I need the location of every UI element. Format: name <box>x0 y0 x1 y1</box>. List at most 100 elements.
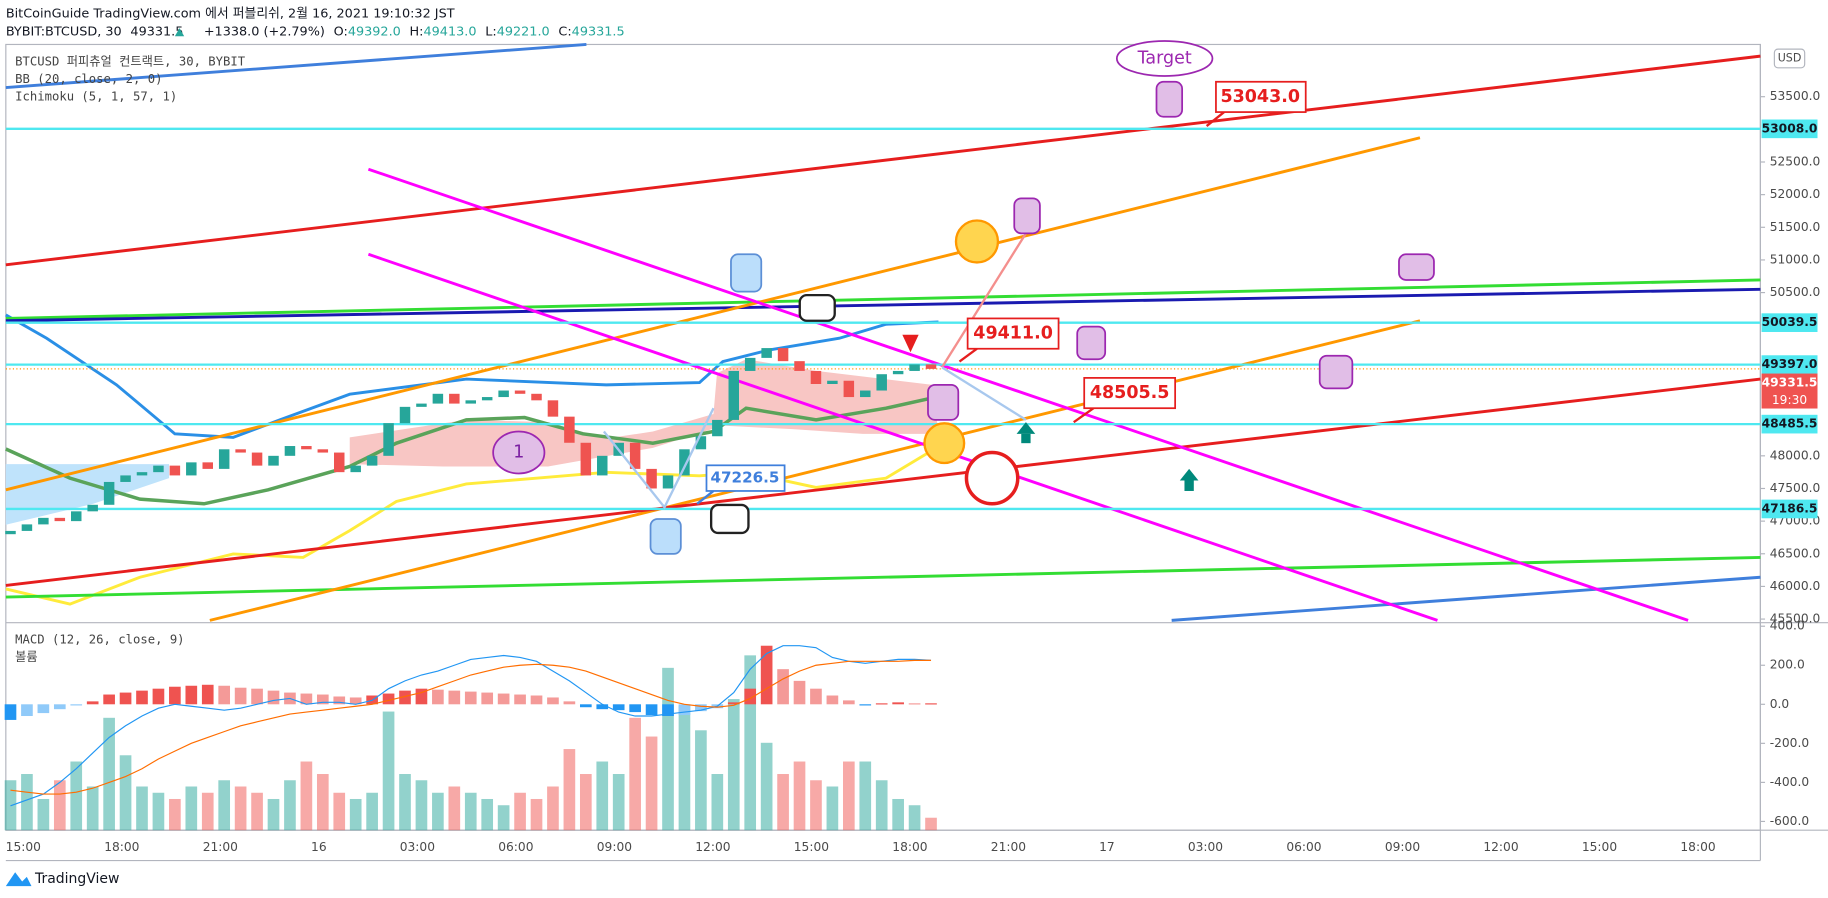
macd-bar <box>382 693 395 705</box>
callout <box>705 464 786 492</box>
macd-bar <box>826 695 839 705</box>
x-tick-label: 21:00 <box>991 840 1026 854</box>
macd-bar <box>629 704 641 713</box>
volume-bar <box>875 780 888 831</box>
callout-text: 49411.0 <box>973 324 1053 344</box>
volume-bar <box>300 761 313 831</box>
volume-bar <box>70 761 83 831</box>
candle <box>317 449 329 453</box>
arrow <box>941 366 1027 421</box>
macd-bar <box>37 704 50 714</box>
cloud <box>349 359 939 467</box>
volume-bar <box>481 798 494 831</box>
candle <box>136 472 148 476</box>
up-arrow <box>1021 433 1031 444</box>
candle <box>892 370 904 375</box>
macd-bar <box>399 690 411 705</box>
macd-bar <box>136 690 148 705</box>
volume-bar <box>793 761 806 831</box>
hand-icon <box>1155 80 1184 118</box>
candle <box>761 348 772 358</box>
up-arrow <box>1179 468 1199 481</box>
macd-bar <box>579 704 592 708</box>
level-label-box <box>1761 313 1818 332</box>
hand-icon <box>1076 325 1107 361</box>
up-arrow <box>1184 480 1194 491</box>
candle <box>120 475 131 482</box>
volume-bar <box>662 667 674 831</box>
callout-text: 48505.5 <box>1090 383 1170 403</box>
y-tick-label: 52500.0 <box>1770 154 1821 168</box>
volume-bar <box>843 761 855 831</box>
volume-bar <box>382 711 395 831</box>
y-tick-label: 0.0 <box>1770 697 1789 711</box>
volume-bar <box>37 798 50 831</box>
ohlc-value: 49331.5 <box>572 24 625 39</box>
last-price-label: 49331.5 <box>1762 375 1818 389</box>
hand-icon <box>1318 354 1354 390</box>
volume-bar <box>826 786 839 831</box>
macd-bar <box>695 704 707 712</box>
level-label-box <box>1761 355 1818 374</box>
volume-bar <box>366 792 378 831</box>
candle <box>366 455 378 466</box>
volume-bar <box>316 774 329 831</box>
macd-bar <box>300 693 313 705</box>
candle <box>728 370 740 420</box>
volume-bar <box>185 786 198 831</box>
candle <box>909 364 920 371</box>
y-tick-label: 52000.0 <box>1770 187 1821 201</box>
macd-bar <box>234 687 247 705</box>
candle <box>87 504 98 512</box>
y-tick-label: 45500.0 <box>1770 612 1821 626</box>
macd-bar <box>481 692 494 705</box>
macd-bar <box>316 694 329 705</box>
macd-bar <box>464 691 477 705</box>
hand-icon <box>709 503 750 535</box>
callout <box>1083 377 1177 410</box>
candle <box>284 446 296 456</box>
volume-bar <box>925 817 937 831</box>
arrow <box>940 232 1027 369</box>
volume-bar <box>399 774 411 831</box>
pointer <box>958 347 978 363</box>
volume-bar <box>53 780 66 831</box>
macd-bar <box>185 685 198 705</box>
macd-bar <box>908 703 921 705</box>
candle <box>70 511 82 522</box>
volume-bar <box>629 717 641 831</box>
ohlc-value: 49392.0 <box>348 24 401 39</box>
candle <box>54 517 66 522</box>
candle <box>202 462 213 469</box>
callout <box>1215 80 1307 113</box>
y-tick-label: 46000.0 <box>1770 579 1821 593</box>
ohlc-value: 49221.0 <box>497 24 550 39</box>
hand-icon <box>649 518 682 555</box>
callout <box>1115 40 1214 77</box>
ohlc-key: O: <box>334 24 348 39</box>
candle <box>531 393 542 401</box>
macd-bar <box>727 702 740 705</box>
signal-line <box>10 659 932 795</box>
y-tick-label: 400.0 <box>1770 619 1805 633</box>
callout-text: 47226.5 <box>710 469 779 487</box>
macd-bar <box>662 704 674 717</box>
candle <box>646 468 657 489</box>
pointer <box>1073 407 1095 424</box>
macd-bar <box>4 704 17 720</box>
candle <box>416 403 427 407</box>
volume-bar <box>678 705 691 831</box>
bb-upper <box>5 313 939 439</box>
macd-bar <box>810 688 822 705</box>
candle <box>218 449 230 469</box>
volume-bar <box>908 805 921 831</box>
macd-bar <box>760 645 773 705</box>
candle <box>547 400 559 417</box>
volume-bar <box>103 717 115 831</box>
change: +1338.0 (+2.79%) <box>204 24 325 39</box>
volume-bar <box>744 655 757 831</box>
bb-basis <box>5 394 939 506</box>
level-label-box <box>1761 119 1818 139</box>
candle <box>679 449 690 476</box>
